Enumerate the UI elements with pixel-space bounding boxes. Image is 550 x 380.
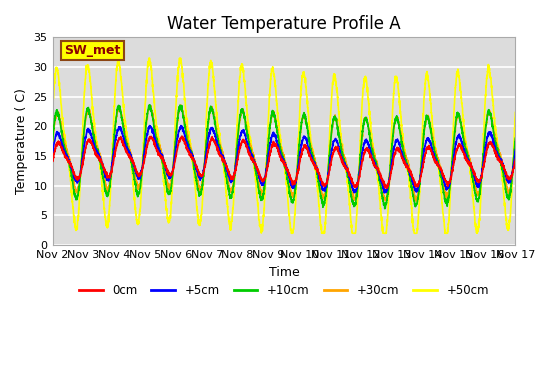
+10cm [512, 136, 519, 141]
+10cm [147, 103, 153, 107]
+30cm [413, 200, 420, 204]
+50cm [227, 226, 233, 231]
X-axis label: Time: Time [268, 266, 299, 279]
Y-axis label: Temperature ( C): Temperature ( C) [15, 88, 28, 194]
Title: Water Temperature Profile A: Water Temperature Profile A [167, 15, 401, 33]
+50cm [503, 223, 510, 228]
0cm [453, 149, 460, 153]
+30cm [453, 117, 460, 121]
0cm [512, 157, 519, 162]
0cm [247, 152, 254, 157]
+30cm [503, 184, 510, 189]
+10cm [382, 206, 388, 211]
+30cm [50, 141, 56, 145]
Legend: 0cm, +5cm, +10cm, +30cm, +50cm: 0cm, +5cm, +10cm, +30cm, +50cm [74, 279, 493, 302]
+30cm [247, 143, 254, 148]
Line: +50cm: +50cm [53, 58, 515, 233]
+10cm [129, 166, 136, 171]
+5cm [50, 151, 56, 155]
Line: +10cm: +10cm [53, 105, 515, 209]
+30cm [227, 188, 233, 193]
0cm [129, 160, 136, 165]
+5cm [453, 136, 460, 141]
+10cm [503, 191, 510, 196]
+5cm [512, 147, 519, 152]
+30cm [512, 137, 519, 142]
0cm [503, 172, 510, 176]
Line: 0cm: 0cm [53, 136, 515, 188]
+50cm [288, 231, 295, 236]
0cm [50, 158, 56, 163]
+50cm [129, 176, 136, 181]
Line: +30cm: +30cm [53, 105, 515, 202]
+10cm [247, 149, 254, 154]
+50cm [102, 215, 108, 220]
+5cm [247, 149, 254, 153]
+30cm [102, 180, 108, 185]
+50cm [50, 116, 56, 121]
+5cm [503, 177, 510, 182]
+5cm [102, 173, 108, 178]
+5cm [129, 160, 136, 165]
+10cm [453, 114, 460, 119]
0cm [102, 171, 108, 175]
+10cm [227, 193, 233, 198]
+50cm [512, 110, 519, 115]
0cm [179, 134, 185, 138]
+10cm [102, 190, 108, 194]
+5cm [178, 123, 184, 128]
+10cm [50, 140, 56, 144]
+50cm [453, 71, 460, 75]
+30cm [129, 161, 136, 166]
+30cm [178, 103, 184, 107]
0cm [227, 174, 233, 178]
+50cm [247, 136, 254, 141]
0cm [383, 186, 390, 191]
Line: +5cm: +5cm [53, 125, 515, 193]
Text: SW_met: SW_met [64, 44, 120, 57]
+5cm [381, 190, 388, 195]
+50cm [146, 56, 153, 60]
+5cm [227, 179, 233, 183]
